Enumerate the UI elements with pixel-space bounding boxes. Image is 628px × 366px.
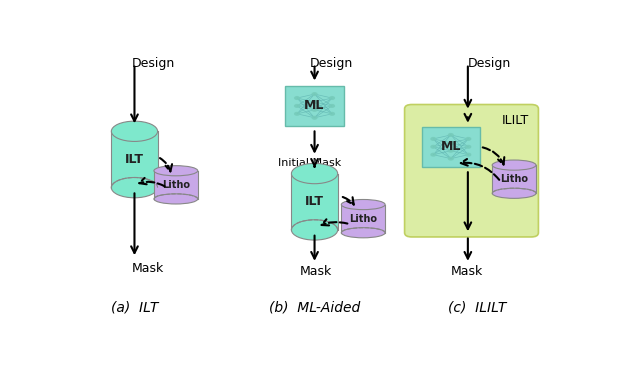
Text: Mask: Mask — [300, 265, 332, 278]
Ellipse shape — [111, 178, 158, 198]
Ellipse shape — [492, 160, 536, 170]
Ellipse shape — [291, 163, 338, 184]
Text: Mask: Mask — [451, 265, 483, 278]
FancyBboxPatch shape — [421, 127, 480, 167]
Ellipse shape — [342, 199, 385, 210]
Text: ML: ML — [441, 140, 461, 153]
Text: Initial Mask: Initial Mask — [278, 158, 341, 168]
FancyBboxPatch shape — [404, 105, 538, 237]
Text: (c)  ILILT: (c) ILILT — [448, 300, 507, 314]
Ellipse shape — [342, 228, 385, 238]
Circle shape — [448, 157, 453, 160]
Circle shape — [466, 153, 470, 156]
Text: Design: Design — [310, 57, 353, 70]
Circle shape — [330, 97, 334, 100]
Circle shape — [466, 138, 470, 140]
Text: (b)  ML-Aided: (b) ML-Aided — [269, 300, 360, 314]
Circle shape — [295, 105, 300, 107]
Polygon shape — [342, 205, 385, 233]
Circle shape — [330, 112, 334, 115]
Circle shape — [466, 145, 470, 148]
FancyBboxPatch shape — [285, 86, 344, 126]
Ellipse shape — [154, 194, 198, 204]
Circle shape — [448, 134, 453, 136]
Text: ILILT: ILILT — [501, 114, 529, 127]
Text: Litho: Litho — [162, 180, 190, 190]
Circle shape — [312, 108, 317, 111]
Text: ILT: ILT — [125, 153, 144, 166]
Text: (a)  ILT: (a) ILT — [111, 300, 158, 314]
Text: Litho: Litho — [500, 174, 528, 184]
Circle shape — [431, 138, 436, 140]
Text: ILT: ILT — [305, 195, 324, 208]
Text: Litho: Litho — [349, 214, 377, 224]
Circle shape — [431, 153, 436, 156]
Ellipse shape — [154, 166, 198, 176]
Polygon shape — [111, 131, 158, 188]
Text: Design: Design — [132, 57, 175, 70]
Circle shape — [330, 105, 334, 107]
Circle shape — [431, 145, 436, 148]
Circle shape — [448, 149, 453, 152]
Ellipse shape — [291, 220, 338, 240]
Circle shape — [295, 97, 300, 100]
Ellipse shape — [111, 121, 158, 141]
Circle shape — [295, 112, 300, 115]
Text: Mask: Mask — [132, 262, 165, 275]
Circle shape — [312, 116, 317, 119]
Circle shape — [448, 142, 453, 144]
Ellipse shape — [492, 188, 536, 198]
Text: Design: Design — [468, 57, 511, 70]
Polygon shape — [492, 165, 536, 193]
Text: ML: ML — [305, 100, 325, 112]
Polygon shape — [154, 171, 198, 199]
Polygon shape — [291, 173, 338, 230]
Circle shape — [312, 93, 317, 96]
Circle shape — [312, 101, 317, 103]
